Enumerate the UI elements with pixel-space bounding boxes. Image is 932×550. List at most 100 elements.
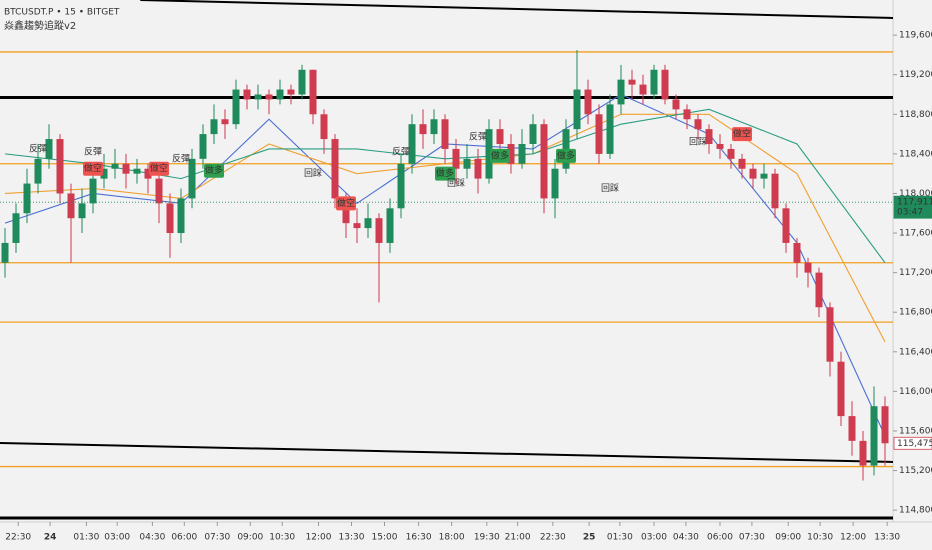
- signal-label: 做多: [205, 164, 223, 176]
- candle-body: [122, 163, 130, 174]
- candle-body: [1, 242, 9, 263]
- candle-body: [111, 163, 119, 169]
- candle-body: [551, 168, 559, 199]
- signal-label: 做多: [491, 149, 509, 161]
- candle-body: [540, 124, 548, 199]
- x-tick-label: 07:30: [204, 533, 230, 543]
- x-tick-label: 16:30: [406, 533, 432, 543]
- candle-body: [441, 119, 449, 149]
- signal-box: [732, 127, 752, 142]
- candle-body: [815, 272, 823, 308]
- candle-body: [155, 178, 163, 204]
- signal-text: 反彈: [469, 132, 487, 143]
- signal-text: 反彈: [84, 146, 102, 157]
- y-tick-label: 116,400.0: [899, 347, 932, 357]
- x-tick-label: 09:00: [775, 533, 801, 543]
- candle-body: [397, 163, 405, 209]
- candle-body: [738, 158, 746, 169]
- candle-body: [364, 218, 372, 229]
- price-tag: [893, 436, 932, 450]
- x-tick-label: 07:30: [739, 533, 765, 543]
- candle-body: [881, 406, 889, 444]
- signal-text: 回踩: [447, 178, 465, 189]
- signal-text: 反彈: [392, 146, 410, 157]
- signal-box: [204, 163, 224, 178]
- signal-box: [556, 148, 576, 163]
- signal-text: 回踩: [601, 183, 619, 194]
- candle-body: [221, 119, 229, 125]
- x-tick-label: 12:00: [306, 533, 332, 543]
- candle-body: [177, 198, 185, 234]
- candle-body: [639, 84, 647, 95]
- candle-body: [188, 158, 196, 199]
- x-tick-label: 25: [583, 533, 596, 543]
- candle-body: [452, 148, 460, 169]
- trend-line: [140, 0, 893, 19]
- candle-body: [430, 119, 438, 135]
- candle-body: [78, 203, 86, 219]
- price-tag: [893, 195, 932, 219]
- candle-body: [683, 109, 691, 120]
- candle-body: [298, 69, 306, 95]
- candle-body: [133, 168, 141, 174]
- signal-box: [435, 166, 455, 181]
- candle-body: [584, 89, 592, 115]
- candle-body: [496, 129, 504, 144]
- candle-body: [353, 223, 361, 229]
- candle-body: [661, 69, 669, 100]
- y-tick-label: 118,400.0: [899, 149, 932, 159]
- candle-body: [375, 218, 383, 243]
- candle-body: [243, 89, 251, 100]
- signal-box: [336, 196, 356, 211]
- y-tick-label: 115,200.0: [899, 466, 932, 476]
- signal-label: 做空: [337, 197, 355, 209]
- signal-text: 回踩: [304, 168, 322, 179]
- candle-body: [716, 143, 724, 149]
- trend-line: [0, 442, 893, 463]
- y-tick-label: 115,600.0: [899, 426, 932, 436]
- signal-box: [149, 161, 169, 176]
- candle-body: [771, 173, 779, 209]
- y-tick-label: 114,800.0: [899, 506, 932, 516]
- candle-body: [782, 208, 790, 243]
- x-tick-label: 01:30: [607, 533, 633, 543]
- candle-body: [837, 361, 845, 417]
- signal-text: 回踩: [689, 137, 707, 148]
- signal-label: 做空: [84, 162, 102, 174]
- candle-body: [518, 143, 526, 164]
- candle-body: [320, 114, 328, 140]
- candle-body: [628, 79, 636, 85]
- x-tick-label: 01:30: [73, 533, 99, 543]
- x-tick-label: 03:00: [104, 533, 130, 543]
- candle-body: [804, 262, 812, 273]
- candle-body: [232, 89, 240, 125]
- candle-body: [573, 89, 581, 130]
- x-tick-label: 03:00: [641, 533, 667, 543]
- x-tick-label: 06:00: [171, 533, 197, 543]
- candle-body: [166, 203, 174, 234]
- y-tick-label: 119,600.0: [899, 31, 932, 41]
- x-tick-label: 06:00: [707, 533, 733, 543]
- candle-body: [617, 79, 625, 105]
- candle-body: [529, 124, 537, 144]
- y-tick-label: 118,000.0: [899, 189, 932, 199]
- candle-body: [826, 307, 834, 362]
- candle-body: [507, 143, 515, 164]
- candle-body: [210, 119, 218, 135]
- candle-body: [331, 139, 339, 199]
- x-tick-label: 24: [44, 533, 57, 543]
- candle-body: [276, 89, 284, 100]
- x-tick-label: 22:30: [540, 533, 566, 543]
- candle-body: [793, 242, 801, 263]
- candle-body: [727, 148, 735, 159]
- x-tick-label: 04:30: [139, 533, 165, 543]
- candle-body: [749, 168, 757, 179]
- signal-label: 做多: [436, 167, 454, 179]
- candle-body: [463, 158, 471, 169]
- signal-text: 反彈: [172, 153, 190, 164]
- signal-label: 做空: [733, 128, 751, 140]
- y-tick-label: 118,800.0: [899, 110, 932, 120]
- candle-body: [386, 208, 394, 243]
- signal-text: 反彈: [29, 143, 47, 154]
